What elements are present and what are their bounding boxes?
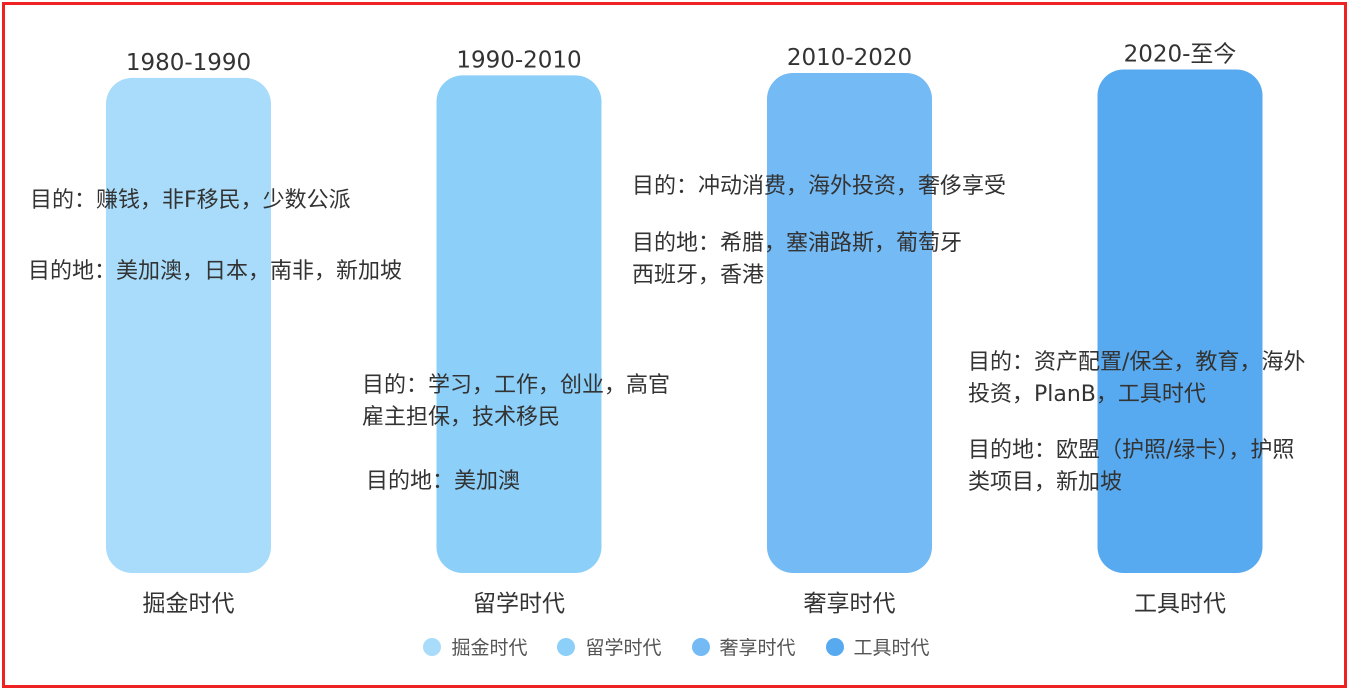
bar-era-2[interactable] <box>436 75 602 574</box>
legend-item-era-4[interactable]: 工具时代 <box>825 633 930 660</box>
annotation-line: 投资，PlanB，工具时代 <box>968 382 1206 407</box>
chart-legend: 掘金时代 留学时代 奢享时代 工具时代 <box>0 633 1353 660</box>
bar-era-4[interactable] <box>1097 69 1263 573</box>
annotation-line: 雇主担保，技术移民 <box>362 405 561 430</box>
period-label-era-2: 1990-2010 <box>456 47 581 73</box>
bar-era-1[interactable] <box>106 77 271 573</box>
annotation-era-3-destination: 目的地：希腊，塞浦路斯，葡萄牙 西班牙，香港 <box>632 228 962 292</box>
category-label-era-4: 工具时代 <box>1134 591 1226 617</box>
legend-item-era-1[interactable]: 掘金时代 <box>423 633 527 660</box>
legend-swatch <box>423 637 442 656</box>
category-label-era-3: 奢享时代 <box>804 591 896 617</box>
legend-swatch <box>691 637 710 656</box>
period-label-era-1: 1980-1990 <box>126 50 251 76</box>
legend-swatch <box>557 637 576 656</box>
annotation-line: 目的地：欧盟（护照/绿卡），护照 <box>968 438 1295 463</box>
category-label-era-2: 留学时代 <box>473 591 565 617</box>
annotation-line: 目的：赚钱，非F移民，少数公派 <box>30 188 351 213</box>
annotation-era-2-purpose: 目的：学习，工作，创业，高官 雇主担保，技术移民 <box>362 370 670 434</box>
legend-swatch <box>825 637 844 656</box>
annotation-era-3-purpose: 目的：冲动消费，海外投资，奢侈享受 <box>632 171 1006 203</box>
annotation-line: 目的地：美加澳 <box>366 469 521 494</box>
annotation-era-1-destination: 目的地：美加澳，日本，南非，新加坡 <box>28 256 402 288</box>
annotation-line: 目的地：美加澳，日本，南非，新加坡 <box>28 259 403 284</box>
category-label-era-1: 掘金时代 <box>143 591 235 617</box>
annotation-line: 目的：学习，工作，创业，高官 <box>362 373 671 398</box>
legend-item-era-2[interactable]: 留学时代 <box>557 633 662 660</box>
legend-item-era-3[interactable]: 奢享时代 <box>691 633 796 660</box>
annotation-era-4-purpose: 目的：资产配置/保全，教育，海外 投资，PlanB，工具时代 <box>968 347 1305 411</box>
annotation-line: 类项目，新加坡 <box>968 470 1123 495</box>
annotation-line: 目的：冲动消费，海外投资，奢侈享受 <box>632 174 1007 199</box>
bar-era-3[interactable] <box>767 72 932 573</box>
legend-label: 奢享时代 <box>719 637 796 659</box>
legend-label: 留学时代 <box>585 637 662 659</box>
legend-label: 掘金时代 <box>451 637 528 659</box>
annotation-line: 目的地：希腊，塞浦路斯，葡萄牙 <box>632 231 963 256</box>
annotation-line: 目的：资产配置/保全，教育，海外 <box>968 350 1306 375</box>
annotation-era-1-purpose: 目的：赚钱，非F移民，少数公派 <box>30 185 351 217</box>
annotation-era-4-destination: 目的地：欧盟（护照/绿卡），护照 类项目，新加坡 <box>968 435 1294 499</box>
annotation-line: 西班牙，香港 <box>632 263 765 288</box>
legend-label: 工具时代 <box>853 637 930 659</box>
period-label-era-3: 2010-2020 <box>787 45 912 71</box>
annotation-era-2-destination: 目的地：美加澳 <box>366 466 520 498</box>
period-label-era-4: 2020-至今 <box>1124 41 1237 67</box>
